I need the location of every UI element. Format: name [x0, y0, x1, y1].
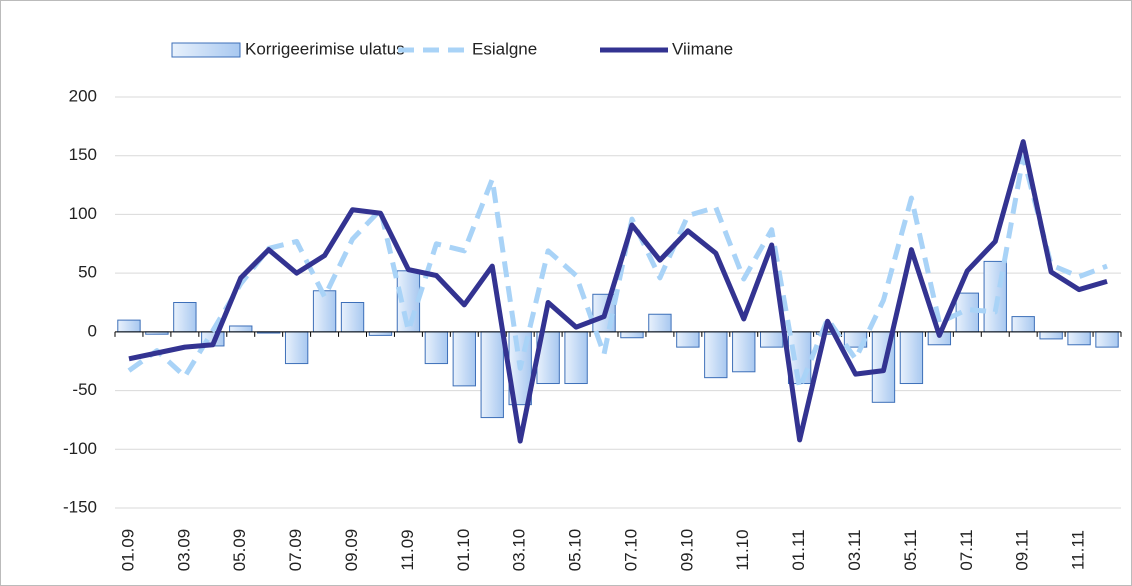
bar	[760, 331, 784, 348]
x-tick-label: 11.11	[1069, 530, 1088, 570]
bar	[1067, 331, 1091, 346]
bar	[732, 331, 756, 373]
y-tick-label: 50	[78, 263, 97, 282]
bar	[229, 325, 253, 333]
y-tick-label: 100	[69, 204, 97, 223]
line	[128, 139, 1108, 444]
y-tick-label: -150	[63, 497, 97, 516]
legend-label: Viimane	[672, 39, 733, 58]
x-tick-label: 09.10	[677, 529, 696, 572]
bar	[1095, 331, 1119, 348]
bar	[312, 290, 337, 333]
legend-label: Korrigeerimise ulatus	[245, 39, 405, 58]
y-tick-label: 200	[69, 86, 97, 105]
bar	[1011, 316, 1035, 333]
legend-swatch	[171, 42, 241, 58]
x-tick-label: 01.10	[454, 529, 473, 572]
bar	[424, 331, 449, 365]
bar	[340, 302, 365, 333]
x-tick-label: 01.11	[789, 529, 808, 570]
bar	[117, 319, 141, 333]
x-tick-label: 03.11	[845, 529, 864, 570]
y-tick-label: -50	[72, 380, 97, 399]
bar	[620, 331, 644, 339]
bar	[676, 331, 700, 348]
x-tick-label: 03.10	[510, 529, 529, 572]
x-tick-label: 03.09	[174, 529, 193, 572]
x-tick-label: 09.09	[342, 529, 361, 572]
x-tick-label: 05.09	[230, 529, 249, 572]
y-tick-label: 150	[69, 145, 97, 164]
bar	[1039, 331, 1063, 340]
bar	[452, 331, 476, 387]
x-tick-label: 07.09	[286, 529, 305, 572]
bar	[368, 331, 393, 336]
x-tick-label: 11.10	[733, 529, 752, 570]
legend-label: Esialgne	[472, 39, 537, 58]
bar	[564, 331, 588, 385]
x-tick-label: 05.10	[566, 529, 585, 572]
x-tick-label: 07.11	[957, 529, 976, 570]
x-tick-label: 05.11	[901, 529, 920, 570]
x-tick-label: 01.09	[118, 529, 137, 572]
bar	[648, 313, 672, 333]
bar	[284, 331, 309, 365]
y-tick-label: 0	[88, 321, 97, 340]
bar	[899, 331, 924, 385]
bar	[704, 331, 728, 379]
x-tick-label: 11.09	[398, 529, 417, 570]
x-tick-label: 07.10	[621, 529, 640, 572]
bar	[173, 302, 197, 333]
x-tick-label: 09.11	[1013, 529, 1032, 570]
bar	[480, 331, 504, 419]
y-tick-label: -100	[63, 439, 97, 458]
